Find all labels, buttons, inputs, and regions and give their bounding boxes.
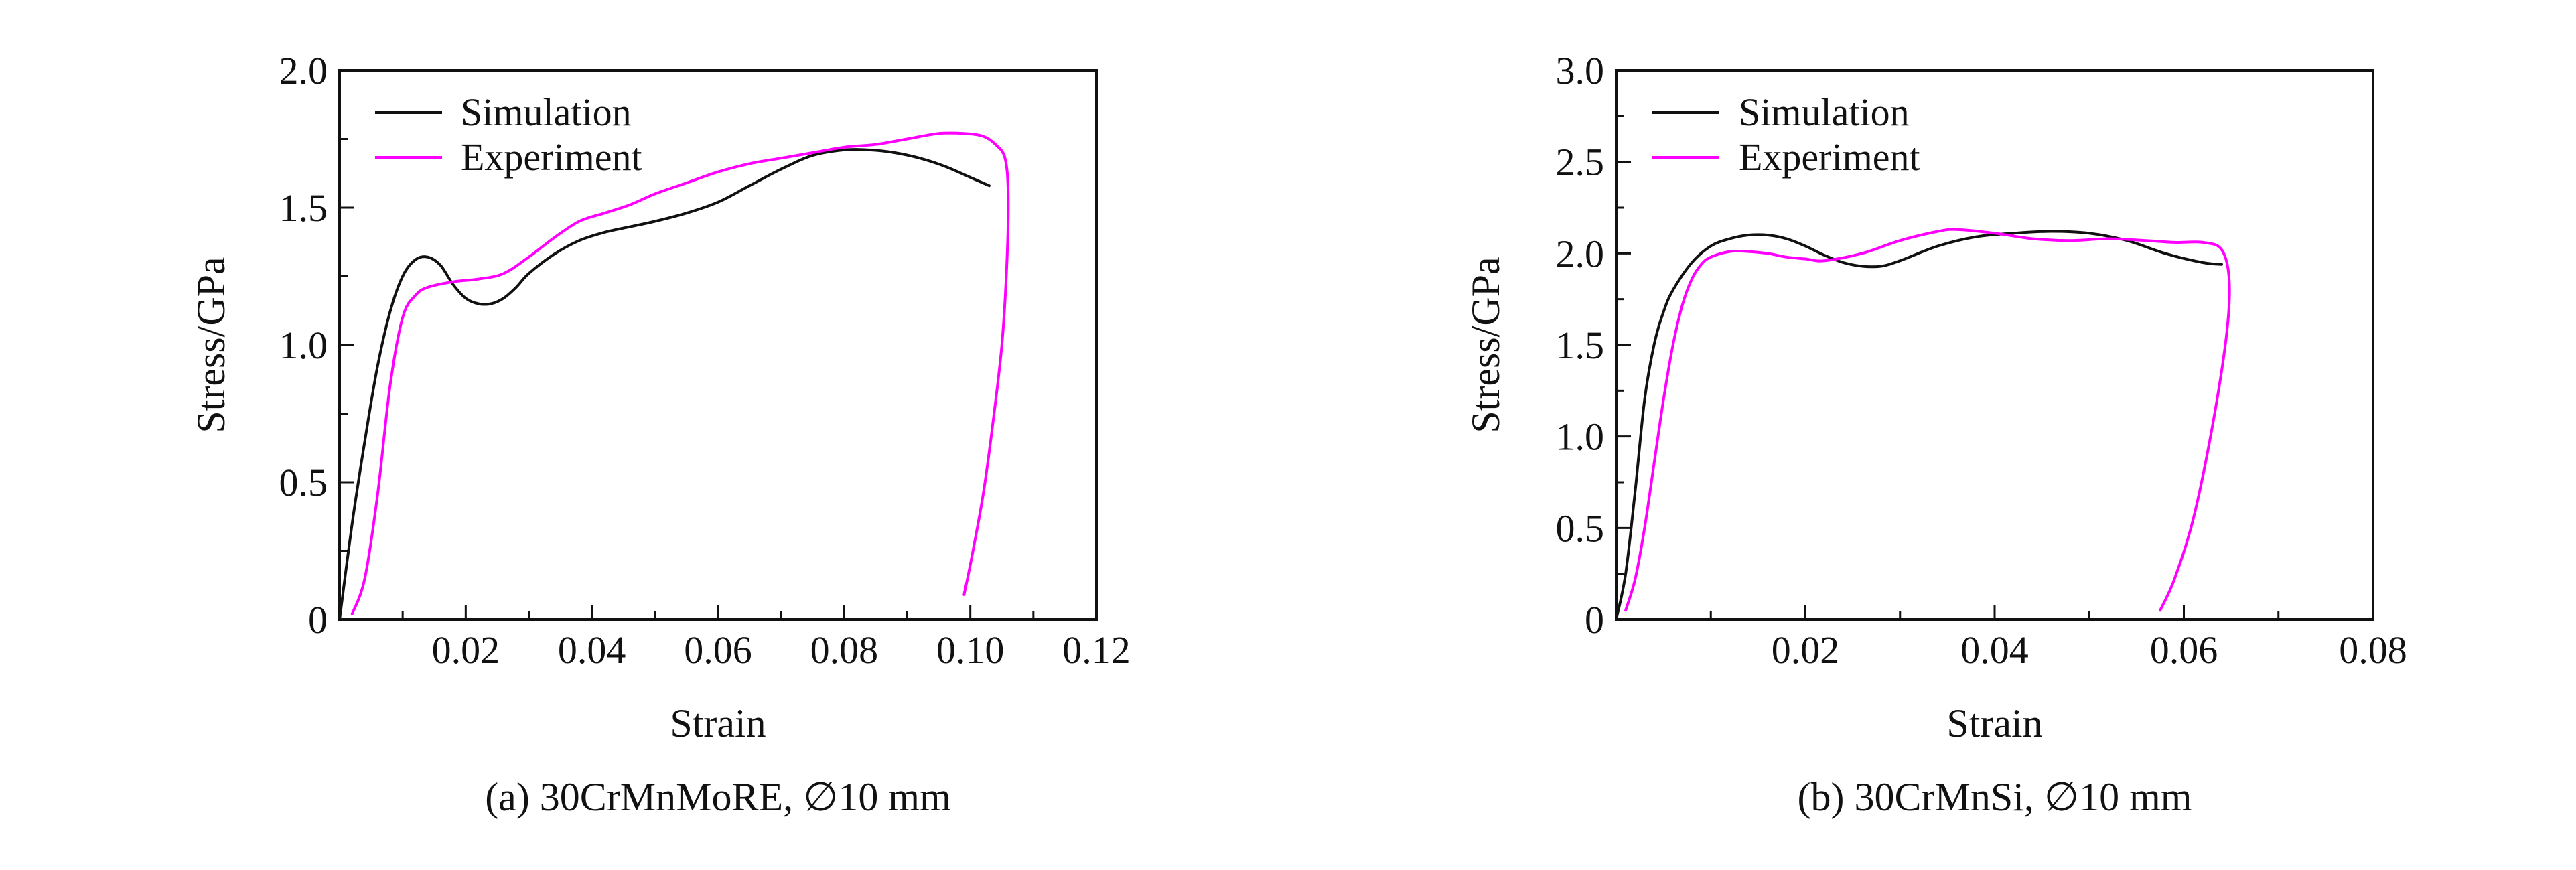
y-tick-label: 1.5 [279,186,328,230]
y-tick-label: 3.0 [1556,49,1605,92]
series-line-simulation [338,148,991,621]
y-axis-label-b: Stress/GPa [1463,257,1508,433]
x-axis-label-a: Strain [670,701,766,745]
series-layer-a [338,131,1010,621]
x-tick-label: 0.04 [1960,628,2029,672]
legend-label-simulation: Simulation [461,90,632,134]
y-tick-label: 1.0 [1556,415,1605,459]
x-axis-label-b: Strain [1946,701,2042,745]
chart-panel-a: 0.02 0.04 0.06 0.08 0.10 0.12 0 0.5 1.0 1.5 2.0 Si… [189,49,1131,819]
plot-frame-b [1615,69,2374,621]
series-layer-b [1615,228,2231,621]
x-tick-label: 0.06 [684,628,752,672]
y-tick-label: 0.5 [1556,506,1605,550]
legend-label-experiment: Experiment [1739,135,1920,179]
legend-label-experiment: Experiment [461,135,642,179]
y-tick-label: 0.5 [279,461,328,504]
series-line-simulation [1615,230,2223,621]
legend-label-simulation: Simulation [1739,90,1910,134]
x-tick-label: 0.04 [558,628,626,672]
y-tick-label: 2.0 [1556,232,1605,275]
x-tick-label: 0.02 [1772,628,1840,672]
y-tick-label: 2.0 [279,49,328,92]
tick-marks-b: 0.02 0.04 0.06 0.08 0 0.5 1.0 1.5 2.0 2.5 3.0 [1556,49,2407,672]
y-tick-label: 1.0 [279,323,328,367]
series-line-experiment [1624,228,2231,612]
tick-marks-a: 0.02 0.04 0.06 0.08 0.10 0.12 0 0.5 1.0 1.5 2.0 [279,49,1131,672]
caption-b: (b) 30CrMnSi, ∅10 mm [1798,775,2192,819]
plot-frame-a [338,69,1098,621]
y-tick-label: 2.5 [1556,141,1605,184]
chart-panel-b: 0.02 0.04 0.06 0.08 0 0.5 1.0 1.5 2.0 2.5 3.0 Simu… [1463,49,2407,819]
y-tick-label: 0 [1585,598,1604,642]
legend-b: Simulation Experiment [1652,90,1920,179]
y-tick-label: 0 [308,598,328,642]
y-tick-label: 1.5 [1556,323,1605,367]
x-tick-label: 0.06 [2150,628,2218,672]
series-line-experiment [350,131,1010,615]
x-tick-label: 0.12 [1062,628,1131,672]
y-axis-label-a: Stress/GPa [189,257,233,433]
legend-a: Simulation Experiment [375,90,642,179]
x-tick-label: 0.10 [936,628,1005,672]
x-tick-label: 0.08 [2339,628,2407,672]
x-tick-label: 0.08 [810,628,879,672]
caption-a: (a) 30CrMnMoRE, ∅10 mm [485,775,951,819]
x-tick-label: 0.02 [432,628,500,672]
